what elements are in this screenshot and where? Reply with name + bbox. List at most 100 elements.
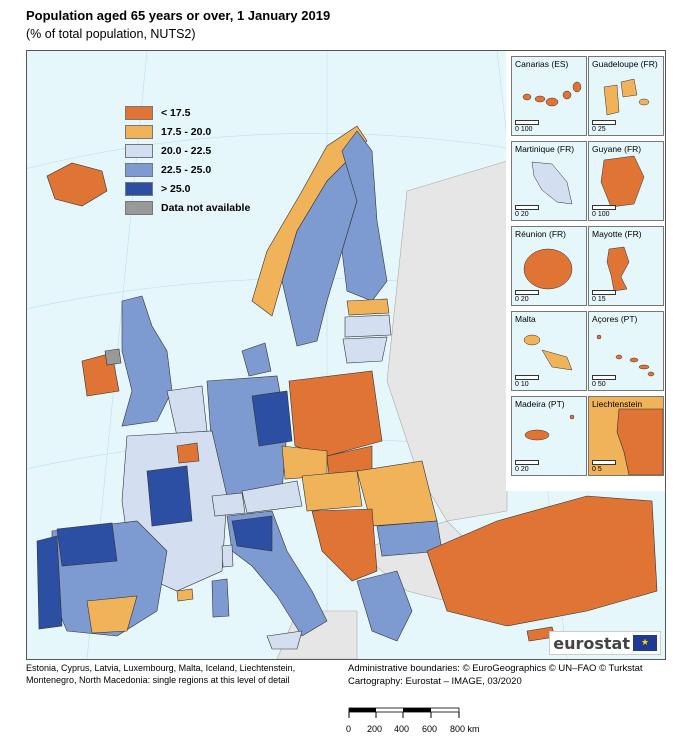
scale-label: 800 km — [450, 724, 480, 734]
inset-map — [606, 246, 630, 292]
inset-reunion: Réunion (FR) 0 20 — [511, 226, 587, 306]
inset-scale-label: 0 20 — [515, 466, 529, 473]
map-subtitle: (% of total population, NUTS2) — [26, 27, 196, 41]
inset-label: Malta — [515, 314, 536, 324]
finland-region — [341, 130, 388, 302]
inset-map — [616, 408, 663, 475]
inset-map — [600, 155, 645, 208]
inset-scale-label: 0 10 — [515, 381, 529, 388]
inset-scale: 0 15 — [592, 290, 616, 303]
sardinia-region — [211, 578, 230, 618]
corsica-region — [221, 544, 234, 568]
inset-scale-label: 0 20 — [515, 296, 529, 303]
inset-scale-label: 0 100 — [592, 211, 610, 218]
inset-scale: 0 100 — [515, 120, 539, 133]
scale-label: 600 — [422, 724, 437, 734]
latvia-region — [344, 314, 392, 338]
map-frame: < 17.5 17.5 - 20.0 20.0 - 22.5 22.5 - 25… — [26, 50, 666, 660]
inset-scale: 0 5 — [592, 460, 616, 473]
inset-martinique: Martinique (FR) 0 20 — [511, 141, 587, 221]
inset-label: Guyane (FR) — [592, 144, 642, 154]
estonia-region — [346, 298, 390, 316]
inset-map — [524, 414, 575, 441]
inset-label: Mayotte (FR) — [592, 229, 642, 239]
inset-malta: Malta 0 10 — [511, 311, 587, 391]
legend-label: 22.5 - 25.0 — [161, 163, 212, 176]
inset-label: Guadeloupe (FR) — [592, 59, 658, 69]
norway-region — [251, 125, 368, 317]
inset-map — [523, 334, 573, 371]
legend-item-lt-17-5: < 17.5 — [125, 103, 250, 122]
legend-item-17-5-20: 17.5 - 20.0 — [125, 122, 250, 141]
legend-label: < 17.5 — [161, 106, 191, 119]
eurostat-logo: eurostat — [549, 631, 661, 655]
inset-scale-label: 0 25 — [592, 126, 606, 133]
spain-south-region — [86, 595, 138, 634]
europe-map — [27, 51, 665, 659]
balearic-region — [176, 588, 194, 602]
iceland-region — [46, 162, 108, 207]
legend-swatch — [125, 162, 153, 177]
inset-label: Martinique (FR) — [515, 144, 575, 154]
legend-item-na: Data not available — [125, 198, 250, 217]
inset-panel: Canarias (ES) 0 100 Guadeloupe (FR) 0 25… — [506, 51, 665, 491]
inset-label: Liechtenstein — [592, 399, 643, 409]
uk-region — [121, 295, 173, 427]
eu-flag-icon — [633, 635, 657, 651]
lithuania-region — [342, 336, 388, 364]
hungary-region — [301, 470, 363, 512]
inset-canarias: Canarias (ES) 0 100 — [511, 56, 587, 136]
inset-label: Réunion (FR) — [515, 229, 567, 239]
inset-guadeloupe: Guadeloupe (FR) 0 25 — [588, 56, 664, 136]
inset-scale: 0 20 — [515, 205, 539, 218]
poland-region — [288, 370, 383, 457]
spain-north-region — [56, 522, 118, 567]
map-title: Population aged 65 years or over, 1 Janu… — [26, 8, 331, 23]
inset-madeira: Madeira (PT) 0 20 — [511, 396, 587, 476]
paris-region — [176, 442, 200, 464]
inset-scale-label: 0 50 — [592, 381, 606, 388]
scale-label: 200 — [367, 724, 382, 734]
inset-map — [596, 334, 655, 377]
legend-label: > 25.0 — [161, 182, 191, 195]
turkey-region — [426, 495, 658, 627]
inset-scale-label: 0 20 — [515, 211, 529, 218]
legend-swatch — [125, 143, 153, 158]
east-germany-region — [251, 390, 293, 447]
scale-label: 400 — [394, 724, 409, 734]
scale-label: 0 — [346, 724, 351, 734]
inset-scale-label: 0 15 — [592, 296, 606, 303]
credits-boundaries: Administrative boundaries: © EuroGeograp… — [348, 663, 643, 674]
inset-scale: 0 20 — [515, 290, 539, 303]
denmark-region — [241, 342, 272, 377]
inset-map — [523, 248, 573, 290]
inset-map — [522, 81, 582, 107]
inset-scale: 0 20 — [515, 460, 539, 473]
ni-region — [104, 348, 122, 366]
italy-north-region — [231, 515, 273, 552]
inset-map — [603, 78, 650, 116]
inset-acores: Açores (PT) 0 50 — [588, 311, 664, 391]
inset-scale: 0 25 — [592, 120, 616, 133]
scale-bar: 0 200 400 600 800 km — [346, 707, 480, 734]
inset-scale-label: 0 100 — [515, 126, 533, 133]
benelux-region — [166, 385, 208, 437]
credits: Administrative boundaries: © EuroGeograp… — [348, 662, 643, 688]
inset-guyane: Guyane (FR) 0 100 — [588, 141, 664, 221]
sicily-region — [266, 630, 303, 650]
legend-item-20-22-5: 20.0 - 22.5 — [125, 141, 250, 160]
inset-label: Canarias (ES) — [515, 59, 569, 69]
austria-region — [241, 480, 303, 514]
legend-label: Data not available — [161, 201, 251, 214]
legend-swatch — [125, 181, 153, 196]
portugal-region — [36, 535, 63, 630]
legend-swatch — [125, 124, 153, 139]
greece-region — [356, 570, 413, 642]
inset-map — [531, 161, 573, 205]
inset-scale: 0 10 — [515, 375, 539, 388]
legend-item-gt-25: > 25.0 — [125, 179, 250, 198]
legend-swatch — [125, 200, 153, 215]
inset-scale: 0 100 — [592, 205, 616, 218]
inset-scale: 0 50 — [592, 375, 616, 388]
inset-liechtenstein: Liechtenstein 0 5 — [588, 396, 664, 476]
